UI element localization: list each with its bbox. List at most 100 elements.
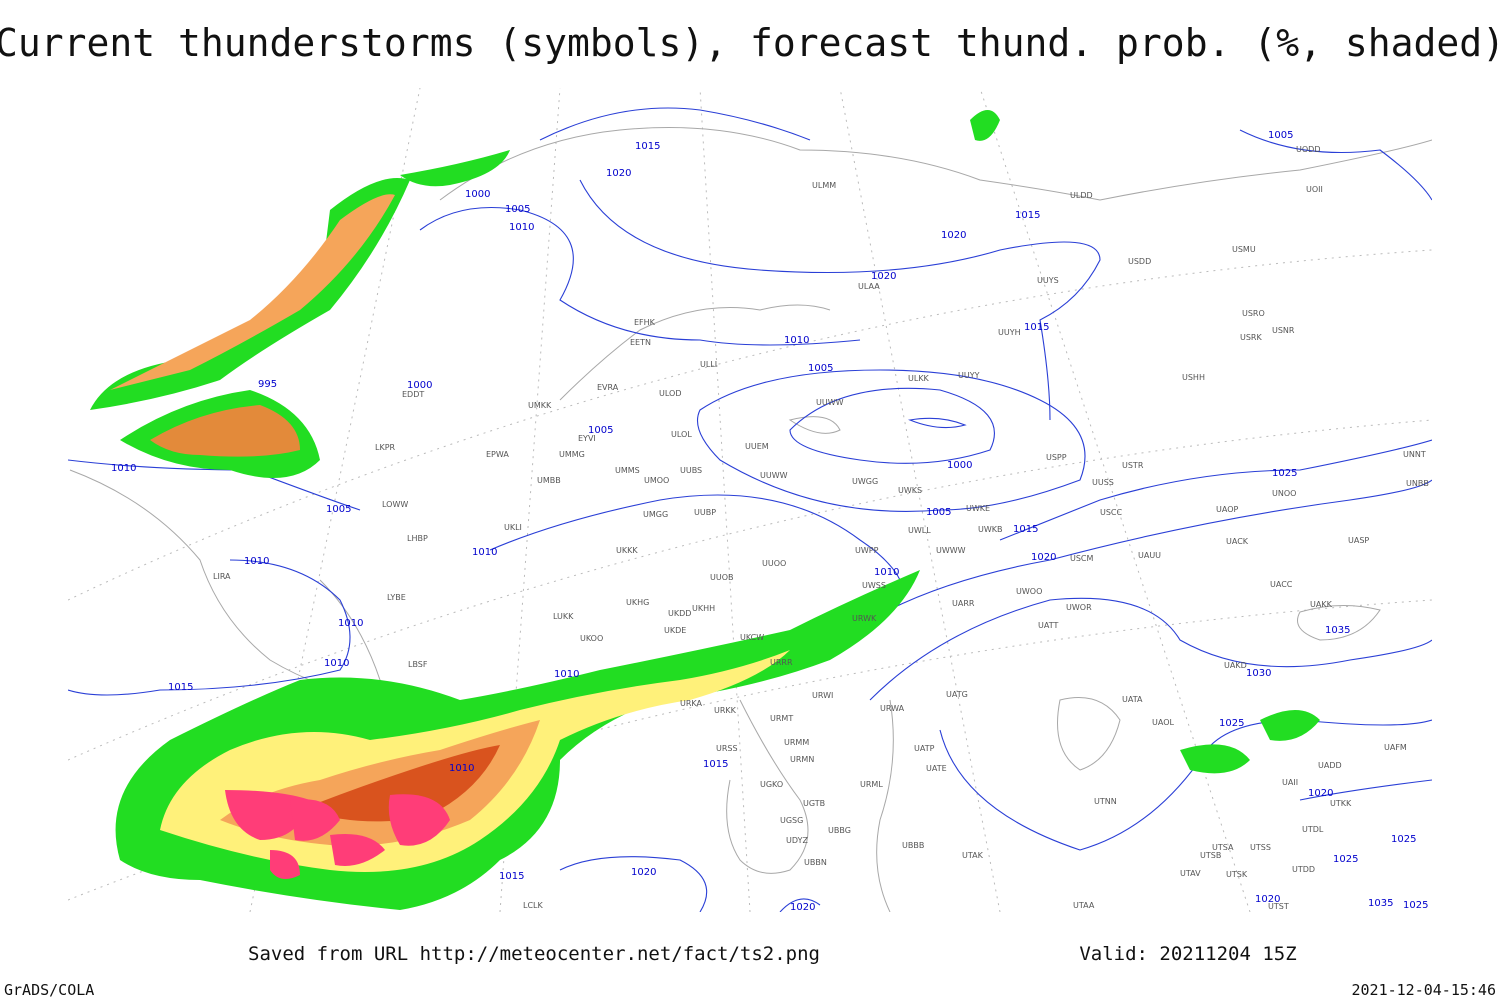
station-label: UOII [1306, 185, 1323, 194]
station-label: UNNT [1403, 450, 1426, 459]
station-label: UTAA [1073, 901, 1095, 910]
isobar-label: 1025 [1403, 900, 1428, 911]
station-label: EYVI [578, 434, 596, 443]
station-label: LBSF [408, 660, 428, 669]
station-label: UODD [1296, 145, 1320, 154]
station-label: UAOL [1152, 718, 1174, 727]
station-label: UBBG [828, 826, 851, 835]
station-label: UWKE [966, 504, 990, 513]
station-label: USNR [1272, 326, 1295, 335]
station-label: UAKD [1224, 661, 1247, 670]
station-label: UTKK [1330, 799, 1352, 808]
station-label: UWPP [855, 546, 879, 555]
station-label: UUOO [762, 559, 786, 568]
station-label: UUYY [958, 371, 980, 380]
station-label: USCC [1100, 508, 1123, 517]
isobar-label: 1025 [1333, 854, 1358, 865]
station-label: UATA [1122, 695, 1143, 704]
station-label: URKK [714, 706, 737, 715]
station-label: UARR [952, 599, 975, 608]
station-label: USHH [1182, 373, 1205, 382]
station-label: USRO [1242, 309, 1265, 318]
station-label: UATT [1038, 621, 1058, 630]
station-label: UBBN [804, 858, 827, 867]
station-label: ULDD [1070, 191, 1093, 200]
station-label: URWI [812, 691, 833, 700]
station-label: LKPR [375, 443, 396, 452]
station-label: UKKK [616, 546, 638, 555]
station-label: UAFM [1384, 743, 1407, 752]
station-label: UKHG [626, 598, 649, 607]
station-label: UMOO [644, 476, 669, 485]
isobar-label: 1005 [326, 504, 351, 515]
station-label: UGSG [780, 816, 803, 825]
station-label: UADD [1318, 761, 1342, 770]
software-credit: GrADS/COLA [4, 981, 94, 999]
station-label: UMKK [528, 401, 552, 410]
map-labels: ULMM ULDD UODD UOII USMU USDD ULAA UUYS USRO USRK… [111, 130, 1429, 913]
title: Current thunderstorms (symbols), forecas… [0, 21, 1500, 65]
station-label: UKCW [740, 633, 764, 642]
station-label: ULAA [858, 282, 880, 291]
station-label: UTDD [1292, 865, 1315, 874]
isobar-label: 1010 [324, 658, 349, 669]
station-label: LCLK [523, 901, 544, 910]
isobar-label: 1010 [554, 669, 579, 680]
station-label: UTNN [1094, 797, 1117, 806]
isobar-label: 1035 [1368, 898, 1393, 909]
station-label: URKA [680, 699, 703, 708]
isobar-label: 1005 [926, 507, 951, 518]
station-label: UUOB [710, 573, 734, 582]
isobar-label: 1025 [1272, 468, 1297, 479]
station-label: UAUU [1138, 551, 1161, 560]
isobar-label: 1025 [1391, 834, 1416, 845]
station-label: UUWW [760, 471, 788, 480]
isobar-label: 1020 [790, 902, 815, 913]
station-label: URWK [852, 614, 877, 623]
station-label: EFHK [634, 318, 656, 327]
station-label: UKDE [664, 626, 686, 635]
isobar-label: 1010 [509, 222, 534, 233]
station-label: UWOO [1016, 587, 1042, 596]
station-label: USDD [1128, 257, 1151, 266]
station-label: URMT [770, 714, 793, 723]
station-label: UKDD [668, 609, 691, 618]
isobar-label: 1010 [472, 547, 497, 558]
station-label: USPP [1046, 453, 1067, 462]
station-label: UMMS [615, 466, 640, 475]
station-label: UUBP [694, 508, 716, 517]
station-label: LIRA [213, 572, 231, 581]
isobar-label: 1010 [111, 463, 136, 474]
station-label: UWSS [862, 581, 886, 590]
station-label: URMM [784, 738, 809, 747]
thunderstorm-symbols [225, 790, 450, 879]
station-label: UUEM [745, 442, 769, 451]
station-label: UTST [1268, 902, 1289, 911]
isobar-label: 1010 [449, 763, 474, 774]
station-label: UDYZ [786, 836, 808, 845]
station-label: UUSS [1092, 478, 1114, 487]
isobar-label: 1010 [244, 556, 269, 567]
station-label: UWKB [978, 525, 1003, 534]
station-label: UAKK [1310, 600, 1333, 609]
isobar-label: 1020 [941, 230, 966, 241]
station-label: ULOD [659, 389, 681, 398]
station-label: UNBB [1406, 479, 1429, 488]
isobar-label: 1020 [1031, 552, 1056, 563]
isobar-label: 1025 [1219, 718, 1244, 729]
station-label: ULMM [812, 181, 836, 190]
station-label: UUWW [816, 398, 844, 407]
station-label: UWWW [936, 546, 966, 555]
station-label: URWA [880, 704, 905, 713]
station-label: ULOL [671, 430, 692, 439]
isobar-label: 1015 [635, 141, 660, 152]
station-label: EVRA [597, 383, 619, 392]
station-label: UATG [946, 690, 968, 699]
isobar-label: 1005 [505, 204, 530, 215]
station-label: UAOP [1216, 505, 1238, 514]
station-label: LHBP [407, 534, 428, 543]
station-label: EDDT [402, 390, 424, 399]
station-label: USTR [1122, 461, 1144, 470]
station-label: ULLI [700, 360, 717, 369]
